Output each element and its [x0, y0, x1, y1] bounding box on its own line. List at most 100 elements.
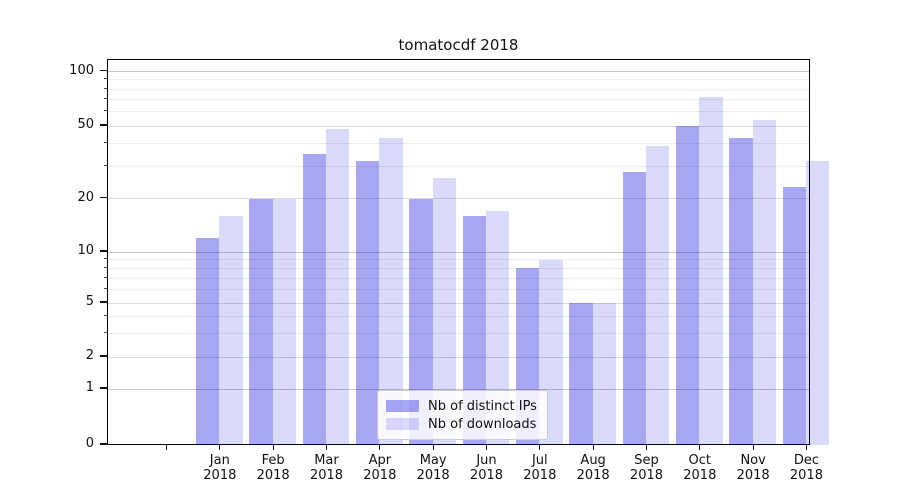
- y-tick-mark: [100, 387, 107, 389]
- minor-gridline: [108, 315, 809, 317]
- minor-gridline: [108, 267, 809, 269]
- major-gridline: [108, 125, 809, 127]
- legend-swatch-icon: [386, 400, 419, 412]
- x-tick-label: Dec 2018: [789, 453, 823, 483]
- minor-gridline: [108, 259, 809, 261]
- bar-downloads: [645, 145, 670, 445]
- legend-swatch-icon: [386, 418, 419, 430]
- y-tick-label: 50: [77, 117, 94, 132]
- minor-gridline: [108, 143, 809, 145]
- major-gridline: [108, 356, 809, 358]
- y-minor-tick-mark: [103, 78, 107, 80]
- y-tick-label: 2: [85, 348, 94, 363]
- x-tick-mark: [645, 443, 648, 450]
- x-tick-mark: [752, 443, 754, 450]
- bar-distinct-ips: [782, 187, 806, 445]
- legend-entry: Nb of distinct IPs: [386, 397, 537, 415]
- bar-distinct-ips: [302, 154, 326, 445]
- y-minor-tick-mark: [103, 266, 107, 268]
- bar-downloads: [592, 303, 616, 445]
- x-tick-mark: [165, 443, 168, 450]
- legend-label: Nb of downloads: [428, 416, 537, 432]
- bar-downloads: [325, 129, 350, 445]
- x-tick-label: Apr 2018: [363, 453, 397, 483]
- x-tick-label: Jul 2018: [523, 453, 557, 483]
- decade-gridline: [108, 388, 809, 390]
- bar-distinct-ips: [676, 126, 700, 445]
- bar-downloads: [699, 97, 723, 445]
- major-gridline: [108, 302, 809, 304]
- minor-gridline: [108, 88, 809, 90]
- x-tick-label: Sep 2018: [629, 453, 664, 483]
- bar-distinct-ips: [249, 198, 273, 445]
- y-tick-label: 10: [77, 243, 94, 258]
- y-tick-label: 20: [77, 189, 94, 205]
- y-tick-label: 5: [85, 294, 94, 309]
- x-tick-label: Feb 2018: [256, 453, 290, 483]
- bar-downloads: [752, 119, 776, 445]
- x-tick-label: Aug 2018: [576, 453, 610, 483]
- bar-distinct-ips: [569, 303, 593, 445]
- x-tick-label: Jan 2018: [203, 453, 237, 483]
- bar-distinct-ips: [356, 161, 380, 445]
- x-tick-mark: [485, 443, 488, 450]
- x-tick-label: Jun 2018: [469, 453, 504, 483]
- x-tick-mark: [325, 443, 328, 450]
- y-minor-tick-mark: [103, 142, 107, 144]
- bar-distinct-ips: [729, 137, 753, 445]
- bar-distinct-ips: [409, 198, 433, 445]
- x-tick-mark: [379, 443, 381, 450]
- y-tick-mark: [100, 196, 107, 199]
- x-tick-label: Mar 2018: [309, 453, 344, 483]
- legend-label: Nb of distinct IPs: [428, 398, 537, 414]
- minor-gridline: [108, 79, 809, 81]
- x-tick-label: Nov 2018: [736, 453, 770, 483]
- bar-distinct-ips: [462, 215, 486, 445]
- decade-gridline: [108, 71, 809, 72]
- chart-title: tomatocdf 2018: [398, 36, 519, 54]
- x-tick-mark: [805, 443, 808, 450]
- minor-gridline: [108, 99, 809, 101]
- y-minor-tick-mark: [103, 258, 107, 260]
- y-tick-label: 1: [85, 380, 94, 395]
- x-tick-label: Oct 2018: [683, 453, 717, 483]
- y-minor-tick-mark: [103, 288, 107, 290]
- y-minor-tick-mark: [103, 110, 107, 112]
- bar-downloads: [432, 177, 456, 445]
- y-minor-tick-mark: [103, 87, 107, 89]
- y-tick-mark: [100, 69, 107, 72]
- y-tick-label: 100: [69, 62, 94, 78]
- x-tick-mark: [272, 443, 274, 450]
- y-minor-tick-mark: [103, 164, 107, 166]
- y-tick-mark: [100, 301, 107, 303]
- bar-distinct-ips: [622, 171, 646, 445]
- bar-downloads: [805, 161, 830, 445]
- y-tick-label: 0: [85, 436, 94, 451]
- minor-gridline: [108, 165, 809, 167]
- minor-gridline: [108, 111, 809, 113]
- minor-gridline: [108, 289, 809, 291]
- x-tick-mark: [592, 443, 594, 450]
- y-minor-tick-mark: [103, 331, 107, 333]
- y-tick-mark: [100, 443, 107, 445]
- bar-downloads: [272, 198, 296, 445]
- plot-area: Nb of distinct IPs Nb of downloads: [107, 59, 830, 445]
- x-tick-mark: [219, 443, 221, 450]
- x-tick-mark: [699, 443, 701, 450]
- y-tick-mark: [100, 124, 107, 126]
- bar-downloads: [379, 137, 403, 445]
- legend-entry: Nb of downloads: [386, 415, 537, 433]
- minor-gridline: [108, 277, 809, 279]
- x-tick-label: May 2018: [416, 453, 450, 483]
- bar-distinct-ips: [196, 237, 220, 445]
- y-tick-mark: [100, 355, 107, 357]
- x-tick-mark: [539, 443, 541, 450]
- decade-gridline: [108, 251, 809, 253]
- y-minor-tick-mark: [103, 314, 107, 316]
- major-gridline: [108, 198, 809, 199]
- bar-downloads: [485, 211, 510, 445]
- y-minor-tick-mark: [103, 98, 107, 100]
- legend: Nb of distinct IPs Nb of downloads: [377, 390, 548, 440]
- y-tick-mark: [100, 250, 107, 252]
